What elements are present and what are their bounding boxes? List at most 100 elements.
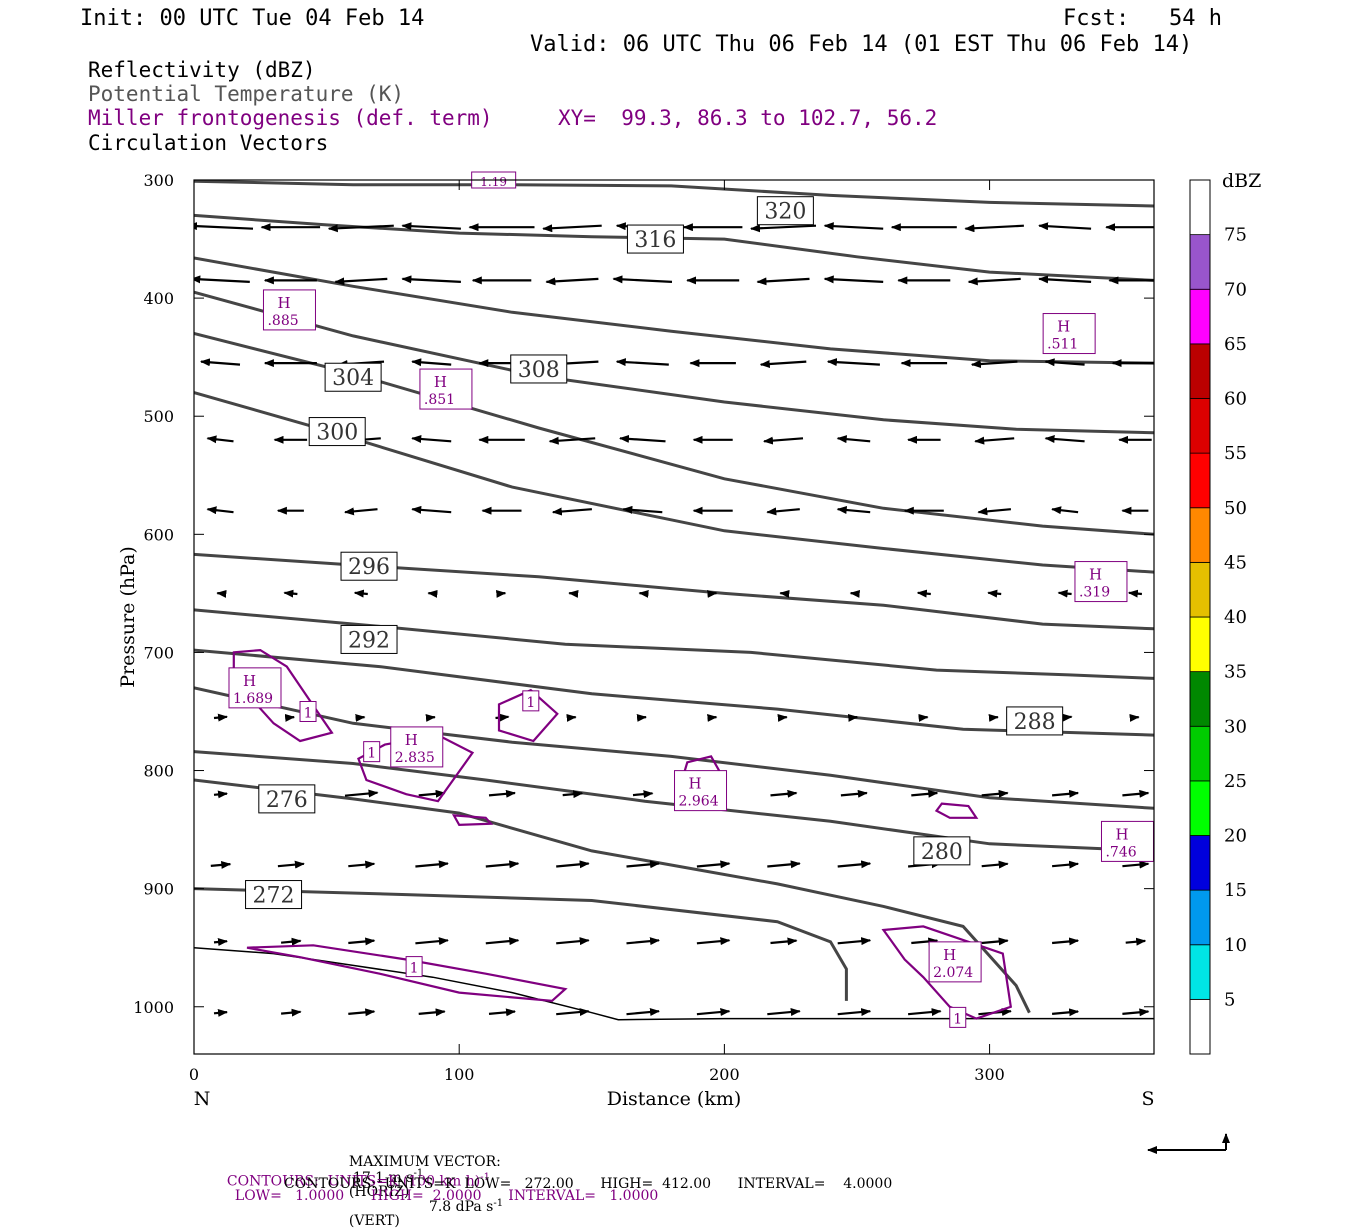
colorbar-level-label: 35 — [1224, 662, 1247, 683]
svg-text:1: 1 — [953, 1011, 962, 1027]
circulation-vector — [626, 937, 660, 946]
circulation-vector — [696, 937, 731, 946]
circulation-vector — [767, 860, 801, 869]
field-potential-temperature: Potential Temperature (K) — [88, 82, 405, 106]
y-tick-label: 400 — [143, 289, 174, 308]
colorbar-bin — [1189, 561, 1211, 618]
x-tick-label: 300 — [974, 1065, 1005, 1084]
circulation-vector — [418, 789, 446, 798]
x-tick-label: 200 — [709, 1065, 740, 1084]
colorbar-bin — [1189, 452, 1211, 509]
circulation-vector — [981, 789, 1009, 798]
circulation-vector — [411, 435, 452, 443]
circulation-vector — [280, 1008, 302, 1017]
svg-text:2.964: 2.964 — [679, 794, 719, 810]
svg-text:308: 308 — [518, 358, 560, 383]
circulation-vector — [696, 860, 731, 869]
fronto-label-1: 1 — [363, 741, 381, 763]
theta-contour-272 — [194, 887, 848, 1001]
plot-frame — [193, 179, 1155, 1055]
circulation-vector — [837, 860, 872, 869]
forecast-hour: Fcst: 54 h — [1063, 6, 1222, 31]
svg-text:.885: .885 — [267, 313, 298, 329]
max-vector-horiz-unit: (HORIZ) — [348, 1183, 410, 1200]
circulation-vector — [495, 713, 510, 722]
fronto-label-1: 1 — [949, 1006, 967, 1028]
circulation-vector — [556, 1008, 590, 1017]
circulation-vector — [1125, 937, 1147, 946]
colorbar-bin — [1189, 616, 1211, 673]
circulation-vector — [1129, 713, 1140, 722]
fronto-contour-exp: -1 — [480, 1172, 490, 1183]
fronto-high-.885: H.885 — [262, 289, 316, 331]
circulation-vector — [427, 589, 438, 598]
circulation-vector — [638, 589, 649, 598]
circulation-vector — [619, 434, 666, 443]
circulation-vector — [770, 789, 798, 798]
svg-text:1: 1 — [410, 961, 419, 977]
circulation-vector — [213, 713, 228, 722]
circulation-vector — [556, 937, 590, 946]
circulation-vector — [348, 1008, 376, 1017]
colorbar-level-label: 25 — [1224, 771, 1247, 792]
circulation-vector — [200, 358, 241, 367]
circulation-vector — [1127, 589, 1143, 598]
colorbar-level-label: 70 — [1224, 279, 1247, 300]
circulation-vector — [632, 790, 654, 799]
theta-label-304: 304 — [324, 362, 382, 392]
circulation-vector — [911, 937, 939, 946]
colorbar-bin — [1189, 944, 1211, 1000]
circulation-vector — [916, 589, 931, 598]
circulation-vector — [277, 860, 305, 869]
fronto-contour — [451, 814, 494, 827]
y-tick-label: 500 — [143, 407, 174, 426]
footer-contours-theta: CONTOURS: UNITS=K LOW= 272.00 HIGH= 412.… — [284, 1176, 893, 1192]
circulation-vector — [967, 277, 1021, 286]
colorbar-level-label: 5 — [1224, 989, 1235, 1010]
circulation-vector — [626, 860, 660, 869]
circulation-vector — [418, 1008, 446, 1017]
svg-text:.319: .319 — [1079, 585, 1110, 601]
circulation-vector — [847, 713, 859, 722]
colorbar-level-label: 45 — [1224, 552, 1247, 573]
colorbar-level-label: 30 — [1224, 716, 1247, 737]
svg-text:2.074: 2.074 — [933, 965, 973, 981]
circulation-vector — [974, 436, 1015, 445]
circulation-vector — [823, 275, 884, 284]
circulation-vector — [210, 860, 232, 869]
colorbar-level-label: 55 — [1224, 443, 1247, 464]
circulation-vector — [763, 436, 804, 445]
circulation-vector — [1038, 275, 1092, 284]
svg-text:H: H — [243, 672, 256, 690]
circulation-vector — [1051, 789, 1080, 798]
fronto-contour — [246, 944, 568, 1003]
circulation-vector — [344, 507, 378, 516]
circulation-vector — [1044, 358, 1085, 367]
fronto-label-1: 1 — [299, 700, 317, 722]
theta-label-280: 280 — [913, 836, 971, 866]
circulation-vector — [355, 713, 366, 722]
circulation-vector — [779, 589, 790, 598]
circulation-vector — [411, 505, 452, 514]
circulation-vector — [907, 1008, 942, 1017]
circulation-vector — [545, 277, 599, 286]
circulation-vector — [836, 506, 871, 515]
svg-text:280: 280 — [921, 840, 963, 865]
svg-text:316: 316 — [634, 228, 676, 253]
colorbar-level-label: 15 — [1224, 880, 1247, 901]
svg-text:292: 292 — [348, 628, 390, 653]
circulation-vector — [615, 358, 669, 367]
svg-text:H: H — [277, 294, 290, 312]
x-axis-label: Distance (km) — [607, 1088, 742, 1110]
fronto-high-2.074: H2.074 — [928, 941, 982, 983]
svg-text:272: 272 — [253, 884, 295, 909]
circulation-vector — [283, 589, 298, 598]
circulation-vector — [981, 860, 1009, 869]
colorbar-bin-below-5 — [1189, 998, 1211, 1055]
footer-contours-fronto: CONTOURS: UNITS=K (100 km h)-1 LOW= 1.00… — [218, 1159, 658, 1203]
circulation-vector — [987, 589, 1002, 598]
svg-text:296: 296 — [348, 555, 390, 580]
theta-label-320: 320 — [756, 196, 814, 226]
theta-contour-280 — [194, 750, 1154, 853]
circulation-vector — [206, 506, 234, 515]
